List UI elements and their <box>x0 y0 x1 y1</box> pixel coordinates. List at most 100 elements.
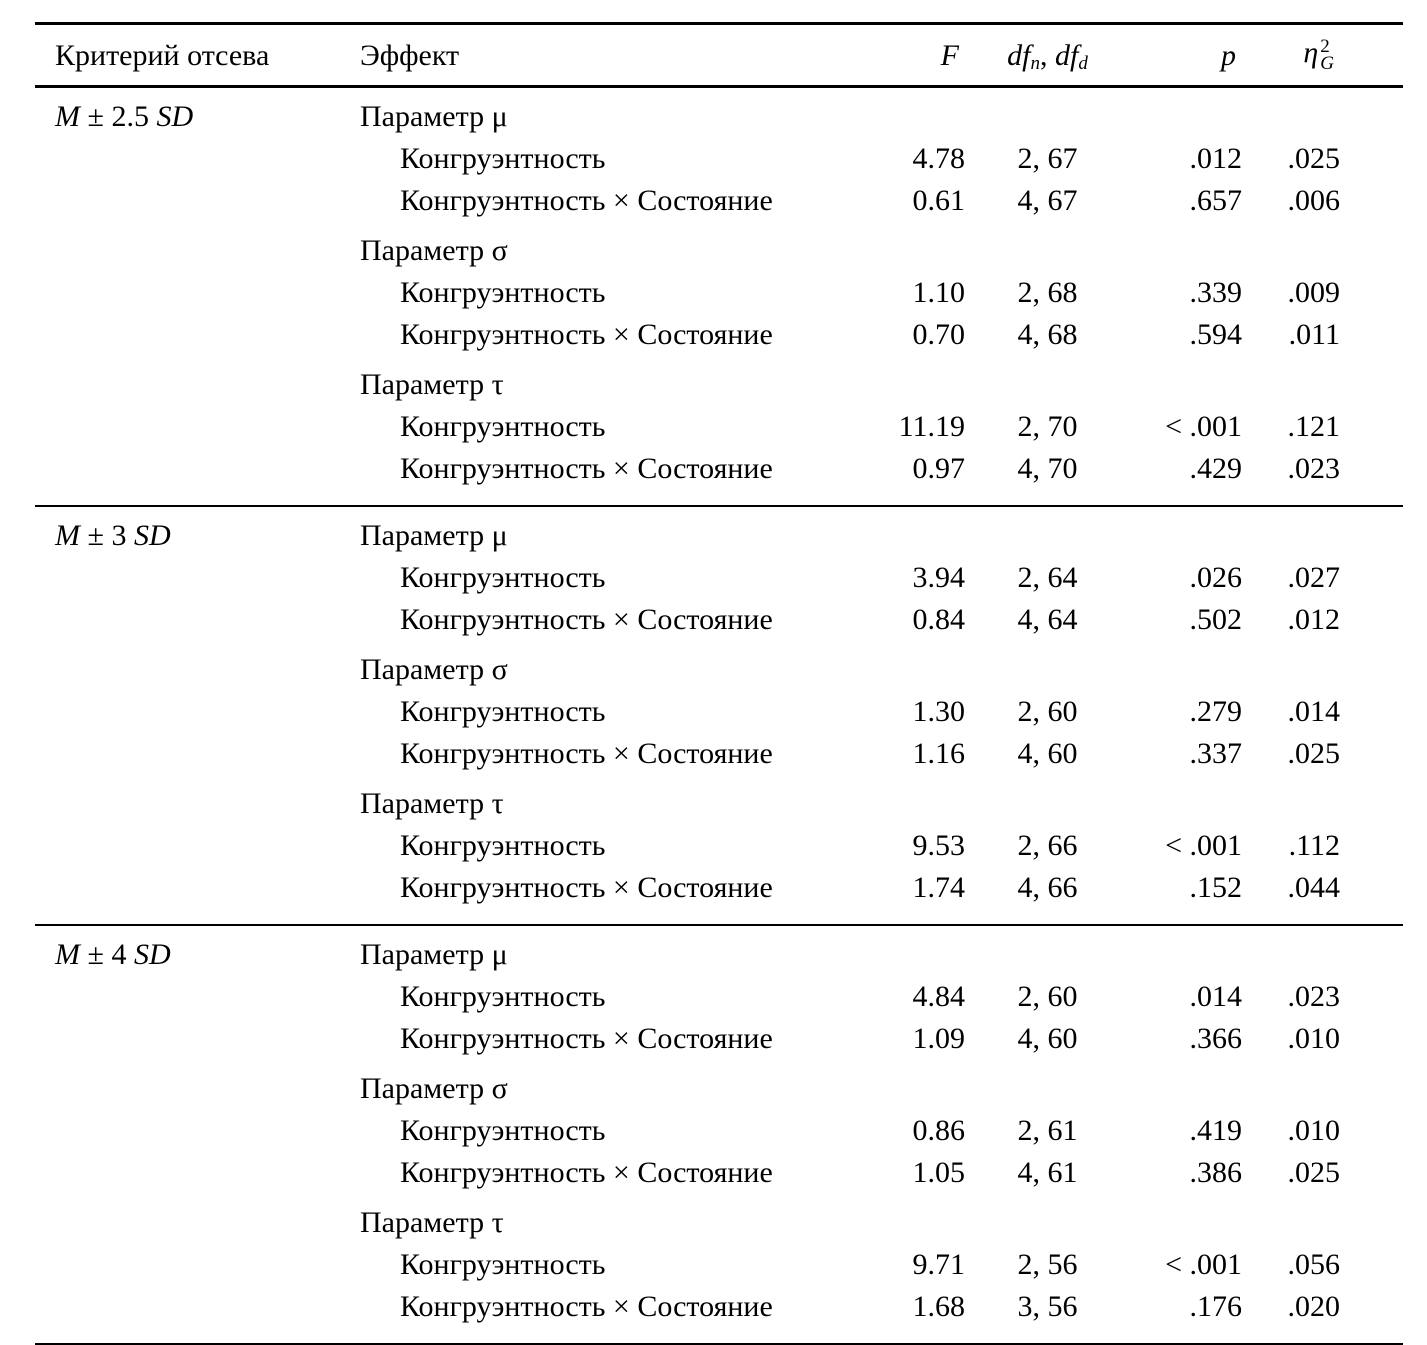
df-value: 2, 60 <box>1017 695 1078 729</box>
effect-label: Конгруэнтность <box>400 1248 606 1282</box>
parameter-label: Параметр τ <box>360 1206 504 1240</box>
p-value: .279 <box>1189 695 1243 729</box>
eta-value: .056 <box>1287 1248 1341 1282</box>
eta-value: .014 <box>1287 695 1341 729</box>
df-value <box>965 924 1130 977</box>
f-value: 1.05 <box>912 1156 966 1190</box>
column-header-effect: Эффект <box>340 25 850 89</box>
df-value: 4, 66 <box>1017 871 1078 905</box>
effect-label: Конгруэнтность × Состояние <box>400 1022 773 1056</box>
f-value: 1.09 <box>912 1022 966 1056</box>
criterion-label: M ± 2.5 SD <box>55 100 194 134</box>
parameter-group-row: Параметр τ <box>35 356 1403 406</box>
df-value <box>965 1060 1130 1110</box>
df-value <box>965 87 1130 139</box>
spacer-cell <box>1340 448 1403 506</box>
spacer-cell <box>1340 406 1403 448</box>
f-value: 0.97 <box>912 452 966 486</box>
effect-label: Конгруэнтность <box>400 1114 606 1148</box>
df-value: 4, 68 <box>1017 318 1078 352</box>
eta-value <box>1242 505 1340 558</box>
spacer-cell <box>1340 87 1403 139</box>
p-value: < .001 <box>1165 829 1242 863</box>
effect-data-row: Конгруэнтность × Состояние 0.84 4, 64 .502.… <box>35 599 1403 641</box>
spacer-cell <box>1340 1244 1403 1286</box>
criterion-label <box>35 406 340 448</box>
criterion-label <box>35 448 340 506</box>
p-value <box>1130 1060 1242 1110</box>
spacer-cell <box>1340 976 1403 1018</box>
p-value <box>1130 505 1242 558</box>
spacer-cell <box>1340 222 1403 272</box>
f-value: 0.61 <box>912 184 966 218</box>
eta-value: .023 <box>1287 452 1341 486</box>
f-value: 0.86 <box>912 1114 966 1148</box>
column-header-criterion: Критерий отсева <box>35 25 340 89</box>
effect-label: Конгруэнтность <box>400 695 606 729</box>
effect-label: Конгруэнтность <box>400 561 606 595</box>
eta-value: .112 <box>1288 829 1340 863</box>
p-value: .594 <box>1189 318 1243 352</box>
eta-value <box>1242 356 1340 406</box>
spacer-cell <box>1340 1060 1403 1110</box>
df-value: 4, 70 <box>1017 452 1078 486</box>
parameter-group-row: M ± 2.5 SD Параметр μ <box>35 87 1403 139</box>
df-value: 4, 67 <box>1017 184 1078 218</box>
p-value: .014 <box>1189 980 1243 1014</box>
spacer-cell <box>1340 1110 1403 1152</box>
df-value <box>965 775 1130 825</box>
effect-data-row: Конгруэнтность 4.84 2, 60 .014 .023 <box>35 976 1403 1018</box>
parameter-group-row: M ± 4 SD Параметр μ <box>35 924 1403 977</box>
effect-data-row: Конгруэнтность × Состояние 1.09 4, 60 .366.… <box>35 1018 1403 1060</box>
parameter-label: Параметр σ <box>360 1072 508 1106</box>
criterion-label <box>35 775 340 825</box>
eta-value: .012 <box>1287 603 1341 637</box>
eta-value: .025 <box>1287 737 1341 771</box>
effect-data-row: Конгруэнтность × Состояние 1.16 4, 60 .337.… <box>35 733 1403 775</box>
f-value: 0.84 <box>912 603 966 637</box>
spacer-cell <box>1340 733 1403 775</box>
eta-value <box>1242 775 1340 825</box>
parameter-label: Параметр σ <box>360 653 508 687</box>
f-value <box>850 924 965 977</box>
parameter-group-row: M ± 3 SD Параметр μ <box>35 505 1403 558</box>
effect-label: Конгруэнтность <box>400 829 606 863</box>
eta-symbol: η <box>1303 36 1319 69</box>
eta-value <box>1242 1194 1340 1244</box>
spacer-cell <box>1340 138 1403 180</box>
p-value: .176 <box>1189 1290 1243 1324</box>
column-header-effect-label: Эффект <box>360 39 460 73</box>
df-value <box>965 356 1130 406</box>
criterion-label <box>35 641 340 691</box>
p-value: < .001 <box>1165 1248 1242 1282</box>
df-n-symbol: df <box>1007 39 1031 73</box>
parameter-group-row: Параметр σ <box>35 1060 1403 1110</box>
criterion-label <box>35 356 340 406</box>
spacer-cell <box>1340 356 1403 406</box>
criterion-label <box>35 1110 340 1152</box>
effect-data-row: Конгруэнтность 11.19 2, 70 < .001 .121 <box>35 406 1403 448</box>
p-value <box>1130 87 1242 139</box>
eta-subscript: G <box>1320 53 1334 74</box>
f-value <box>850 87 965 139</box>
criterion-label <box>35 733 340 775</box>
p-value: < .001 <box>1165 410 1242 444</box>
df-value: 2, 68 <box>1017 276 1078 310</box>
f-value <box>850 222 965 272</box>
effect-data-row: Конгруэнтность 9.53 2, 66 < .001 .112 <box>35 825 1403 867</box>
eta-value: .121 <box>1287 410 1341 444</box>
spacer-column <box>1340 25 1403 89</box>
df-value: 2, 60 <box>1017 980 1078 1014</box>
spacer-cell <box>1340 924 1403 977</box>
spacer-cell <box>1340 867 1403 925</box>
p-value: .429 <box>1189 452 1243 486</box>
df-value: 4, 64 <box>1017 603 1078 637</box>
f-value: 4.84 <box>912 980 966 1014</box>
criterion-label <box>35 314 340 356</box>
f-value: 4.78 <box>912 142 966 176</box>
parameter-group-row: Параметр τ <box>35 775 1403 825</box>
p-value: .337 <box>1189 737 1243 771</box>
p-value <box>1130 1194 1242 1244</box>
